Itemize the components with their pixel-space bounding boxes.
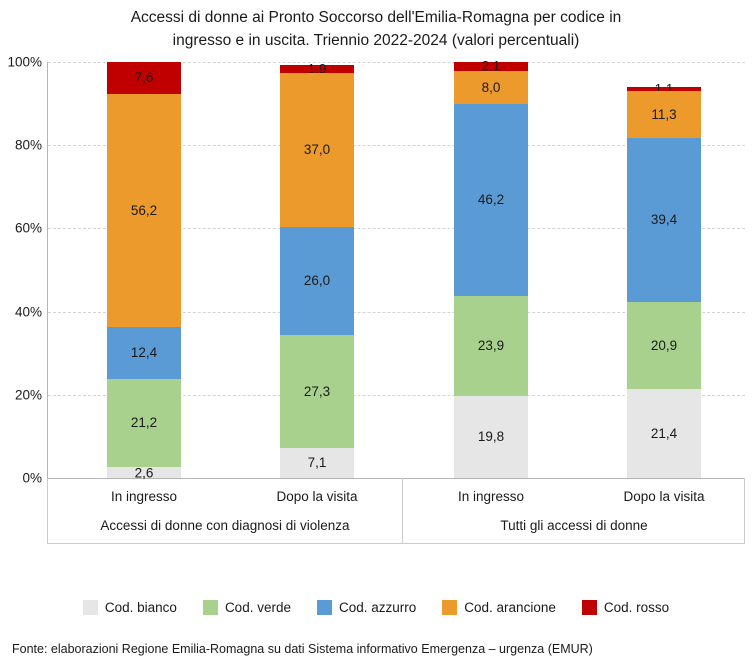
x-axis-group-label: Accessi di donne con diagnosi di violenz…: [100, 518, 350, 533]
bar-segment-value-label: 46,2: [477, 192, 505, 208]
bar-segment[interactable]: 23,9: [454, 296, 528, 396]
title-line-2: ingresso e in uscita. Triennio 2022-2024…: [172, 32, 580, 49]
bar-segment[interactable]: 7,1: [280, 448, 354, 478]
y-axis-tick-label: 100%: [7, 54, 42, 70]
y-axis-tick-label: 20%: [14, 387, 42, 403]
x-axis-group-divider: [402, 478, 403, 543]
bar-segment[interactable]: 2,6: [107, 464, 181, 480]
bar-segment-value-label: 8,0: [481, 79, 501, 95]
bar-segment[interactable]: 2,1: [454, 58, 528, 74]
bar-segment-value-label: 20,9: [650, 337, 678, 353]
legend-swatch-icon: [316, 600, 332, 615]
x-axis-group-label: Tutti gli accessi di donne: [500, 518, 648, 533]
stacked-bar[interactable]: 7,6 56,2 12,4 21,2 2,6: [107, 62, 181, 480]
legend-item-label: Cod. verde: [224, 600, 291, 615]
legend-item[interactable]: Cod. bianco: [82, 600, 177, 615]
stacked-bar[interactable]: 1,1 11,3 39,4 20,9 21,4: [627, 82, 701, 478]
bar-segment-value-label: 56,2: [130, 202, 158, 218]
legend-item[interactable]: Cod. rosso: [581, 600, 670, 615]
bar-segment[interactable]: 46,2: [454, 104, 528, 297]
bar-segment-value-label: 7,6: [134, 70, 154, 86]
bar-segment-value-label: 2,6: [134, 464, 154, 480]
bar-segment-value-label: 19,8: [477, 429, 505, 445]
legend-swatch-icon: [442, 600, 458, 615]
bar-segment-value-label: 27,3: [303, 383, 331, 399]
bar-segment-value-label: 21,4: [650, 425, 678, 441]
legend-item-label: Cod. azzurro: [338, 600, 417, 615]
x-axis-category-label: In ingresso: [110, 489, 178, 504]
source-note: Fonte: elaborazioni Regione Emilia-Romag…: [12, 642, 593, 656]
y-axis-tick-label: 80%: [14, 137, 42, 153]
stacked-bar[interactable]: 2,1 8,0 46,2 23,9 19,8: [454, 58, 528, 478]
bar-segment-value-label: 26,0: [303, 273, 331, 289]
legend-item[interactable]: Cod. verde: [202, 600, 291, 615]
y-axis-tick-label: 60%: [14, 220, 42, 236]
legend-item[interactable]: Cod. arancione: [442, 600, 556, 615]
chart-legend: Cod. bianco Cod. verde Cod. azzurro Cod. ar…: [0, 600, 752, 615]
bar-segment[interactable]: 37,0: [280, 72, 354, 227]
legend-item[interactable]: Cod. azzurro: [316, 600, 417, 615]
x-axis-category-label: Dopo la visita: [276, 489, 358, 504]
bar-segment-value-label: 1,9: [307, 61, 327, 77]
bar-segment-value-label: 11,3: [651, 106, 677, 122]
bar-segment[interactable]: 21,4: [627, 388, 701, 478]
bar-segment[interactable]: 1,9: [280, 61, 354, 77]
bar-segment-value-label: 23,9: [477, 338, 505, 354]
legend-swatch-icon: [202, 600, 218, 615]
bar-segment-value-label: 7,1: [307, 455, 327, 471]
x-axis: In ingresso Dopo la visita In ingresso Dopo…: [47, 478, 745, 544]
title-line-1: Accessi di donne ai Pronto Soccorso dell…: [130, 9, 622, 26]
bar-segment-value-label: 2,1: [481, 58, 501, 74]
bar-segment-value-label: 37,0: [303, 142, 331, 158]
bar-segment[interactable]: 19,8: [454, 395, 528, 478]
x-axis-category-label: Dopo la visita: [623, 489, 705, 504]
bar-segment[interactable]: 11,3: [627, 91, 701, 139]
y-axis: 0% 20% 40% 60% 80% 100%: [0, 55, 42, 484]
y-axis-tick-label: 40%: [14, 303, 42, 319]
y-axis-tick-label: 0%: [22, 470, 42, 486]
bar-segment[interactable]: 56,2: [107, 93, 181, 328]
legend-swatch-icon: [82, 600, 98, 615]
bar-segment[interactable]: 26,0: [280, 226, 354, 335]
bar-segment[interactable]: 7,6: [107, 62, 181, 94]
stacked-bar[interactable]: 1,9 37,0 26,0 27,3 7,1: [280, 61, 354, 478]
bar-segment[interactable]: 12,4: [107, 327, 181, 379]
bar-segment-value-label: 12,4: [130, 345, 158, 361]
legend-item-label: Cod. arancione: [464, 600, 556, 615]
bar-segment-value-label: 39,4: [650, 212, 678, 228]
bar-segment[interactable]: 20,9: [627, 302, 701, 389]
bar-segment[interactable]: 8,0: [454, 70, 528, 105]
bar-segment[interactable]: 39,4: [627, 138, 701, 303]
legend-swatch-icon: [581, 600, 597, 615]
bar-segment-value-label: 21,2: [130, 415, 158, 431]
legend-item-label: Cod. bianco: [104, 600, 177, 615]
plot-area: 7,6 56,2 12,4 21,2 2,6 1,9 37,0 26,0 27,3 7,1 2,1 8…: [47, 58, 745, 480]
page-title: Accessi di donne ai Pronto Soccorso dell…: [0, 6, 752, 52]
legend-item-label: Cod. rosso: [603, 600, 670, 615]
x-axis-category-label: In ingresso: [457, 489, 525, 504]
bar-segment[interactable]: 27,3: [280, 334, 354, 449]
bar-segment[interactable]: 21,2: [107, 379, 181, 468]
